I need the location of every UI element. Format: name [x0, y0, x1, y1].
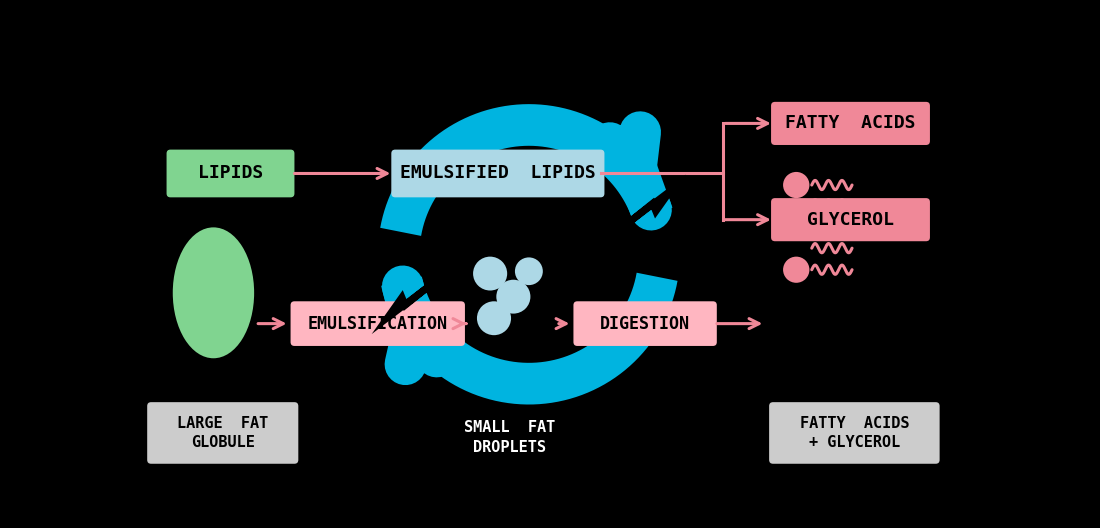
FancyBboxPatch shape: [392, 149, 604, 197]
FancyBboxPatch shape: [769, 402, 939, 464]
FancyBboxPatch shape: [771, 198, 929, 241]
Circle shape: [783, 212, 810, 238]
Circle shape: [496, 280, 530, 314]
Circle shape: [783, 257, 810, 283]
Circle shape: [783, 172, 810, 198]
Circle shape: [473, 257, 507, 290]
Ellipse shape: [173, 228, 254, 359]
Polygon shape: [629, 191, 670, 222]
Text: SMALL  FAT
DROPLETS: SMALL FAT DROPLETS: [464, 420, 556, 455]
Text: GLYCEROL: GLYCEROL: [807, 211, 894, 229]
Text: EMULSIFIED  LIPIDS: EMULSIFIED LIPIDS: [400, 164, 596, 183]
Polygon shape: [387, 287, 428, 318]
Text: FATTY  ACIDS: FATTY ACIDS: [785, 115, 915, 133]
FancyBboxPatch shape: [147, 402, 298, 464]
Text: EMULSIFICATION: EMULSIFICATION: [308, 315, 448, 333]
Circle shape: [477, 301, 512, 335]
Circle shape: [515, 257, 542, 285]
FancyBboxPatch shape: [166, 149, 295, 197]
Text: FATTY  ACIDS
+ GLYCEROL: FATTY ACIDS + GLYCEROL: [800, 416, 909, 450]
Text: LIPIDS: LIPIDS: [198, 164, 263, 183]
Text: LARGE  FAT
GLOBULE: LARGE FAT GLOBULE: [177, 416, 268, 450]
FancyBboxPatch shape: [573, 301, 717, 346]
FancyBboxPatch shape: [290, 301, 465, 346]
FancyBboxPatch shape: [771, 102, 929, 145]
Text: DIGESTION: DIGESTION: [601, 315, 690, 333]
